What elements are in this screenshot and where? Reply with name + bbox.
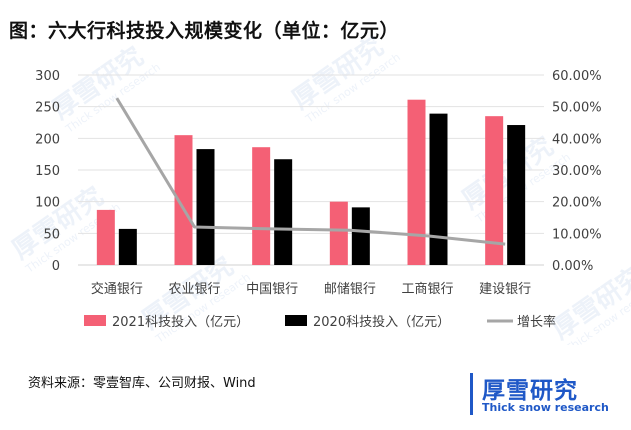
bar-2021 xyxy=(174,135,193,265)
y-right-tick-label: 0.00% xyxy=(552,259,593,274)
legend-swatch-2021 xyxy=(84,315,106,326)
y-left-ticks: 0 50 100 150 200 250 300 xyxy=(35,69,60,274)
logo-tagline: Thick snow research xyxy=(482,401,609,414)
legend-label-2021: 2021科技投入（亿元） xyxy=(112,314,249,330)
bar-2021 xyxy=(96,209,115,265)
logo-name: 厚雪研究 xyxy=(482,378,578,404)
y-left-tick-label: 150 xyxy=(35,164,60,179)
x-tick-label: 中国银行 xyxy=(246,282,298,297)
bar-2020 xyxy=(274,159,293,265)
bar-2020 xyxy=(196,149,215,265)
source-note: 资料来源：零壹智库、公司财报、Wind xyxy=(28,376,256,391)
y-right-tick-label: 40.00% xyxy=(552,132,602,147)
y-left-tick-label: 0 xyxy=(52,259,60,274)
legend-label-2020: 2020科技投入（亿元） xyxy=(313,314,450,330)
x-tick-label: 邮储银行 xyxy=(324,282,376,297)
y-right-tick-label: 30.00% xyxy=(552,164,602,179)
y-right-tick-label: 50.00% xyxy=(552,101,602,116)
bar-2020 xyxy=(507,125,526,266)
bar-2021 xyxy=(329,201,348,265)
gridlines xyxy=(78,74,544,266)
x-tick-label: 交通银行 xyxy=(91,281,143,297)
legend-swatch-2020 xyxy=(285,315,307,326)
legend: 2021科技投入（亿元） 2020科技投入（亿元） 增长率 xyxy=(84,314,556,330)
growth-line xyxy=(115,97,506,246)
chart-title: 图：六大行科技投入规模变化（单位：亿元） xyxy=(9,20,400,42)
y-left-tick-label: 50 xyxy=(43,227,60,242)
y-left-tick-label: 250 xyxy=(35,101,60,116)
y-left-tick-label: 300 xyxy=(35,69,60,84)
y-left-tick-label: 200 xyxy=(35,132,60,147)
bars xyxy=(96,99,526,266)
x-tick-label: 建设银行 xyxy=(479,282,531,297)
bar-2020 xyxy=(351,207,370,265)
legend-label-growth: 增长率 xyxy=(517,314,556,330)
growth-rate-line xyxy=(115,97,506,246)
bar-2020 xyxy=(429,113,448,265)
bar-2021 xyxy=(252,147,271,265)
x-tick-labels: 交通银行 农业银行 中国银行 邮储银行 工商银行 建设银行 xyxy=(91,281,531,297)
bar-2020 xyxy=(118,228,137,265)
bar-2021 xyxy=(407,99,426,265)
x-tick-label: 农业银行 xyxy=(168,282,220,297)
brand-logo: 厚雪研究 Thick snow research xyxy=(470,371,610,419)
y-right-tick-label: 60.00% xyxy=(552,69,602,84)
x-tick-label: 工商银行 xyxy=(401,282,453,297)
y-right-tick-label: 20.00% xyxy=(552,196,602,211)
y-left-tick-label: 100 xyxy=(35,196,60,211)
logo-accent-bar xyxy=(470,373,473,415)
y-right-ticks: 0.00% 10.00% 20.00% 30.00% 40.00% 50.00% 60.00… xyxy=(552,69,602,274)
y-right-tick-label: 10.00% xyxy=(552,227,602,242)
bar-2021 xyxy=(485,116,504,266)
